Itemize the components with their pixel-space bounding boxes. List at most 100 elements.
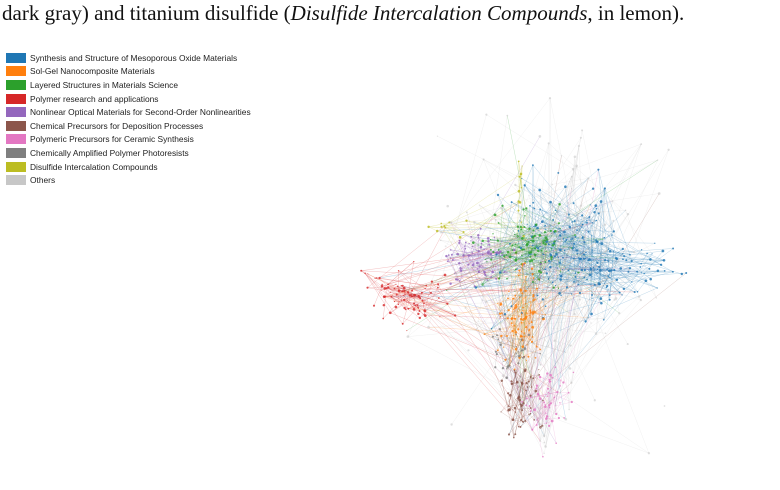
legend-item-deposition: Chemical Precursors for Deposition Proce…	[6, 119, 266, 133]
network-edge	[511, 356, 525, 384]
network-edge	[514, 325, 517, 350]
network-edge	[501, 249, 523, 254]
network-edge	[437, 136, 484, 160]
network-edge	[545, 269, 623, 296]
network-node	[544, 404, 546, 406]
network-edge	[517, 395, 531, 399]
network-node	[596, 273, 598, 275]
network-node	[580, 204, 583, 207]
network-node	[539, 416, 542, 419]
network-edge	[485, 254, 507, 260]
network-node	[547, 387, 550, 390]
network-edge	[564, 250, 592, 315]
network-edge	[501, 208, 521, 319]
network-edge	[546, 238, 604, 252]
network-edge	[571, 273, 593, 295]
network-edge	[367, 287, 382, 291]
network-edge	[509, 293, 523, 366]
network-edge	[502, 249, 580, 376]
network-node	[626, 343, 629, 346]
network-edge	[544, 137, 582, 302]
network-node	[473, 285, 476, 288]
network-edge	[525, 276, 528, 345]
network-edge	[583, 258, 620, 293]
network-edge	[513, 137, 582, 241]
network-edge	[554, 231, 579, 285]
network-edge	[516, 306, 532, 323]
network-edge	[387, 284, 404, 296]
network-edge	[408, 277, 546, 309]
network-node	[535, 246, 538, 249]
network-edge	[571, 176, 585, 257]
network-edge	[466, 220, 527, 399]
network-edge	[548, 397, 555, 426]
network-edge	[568, 214, 591, 268]
network-node	[555, 442, 557, 444]
network-edge	[552, 178, 589, 185]
network-edge	[577, 220, 587, 285]
network-edge	[560, 235, 598, 242]
network-edge	[537, 227, 602, 304]
network-node	[544, 243, 547, 246]
network-node	[430, 291, 432, 294]
network-edge	[513, 419, 524, 423]
network-node	[546, 372, 549, 375]
network-edge	[515, 204, 591, 261]
network-edge	[496, 254, 562, 296]
network-edge	[529, 260, 610, 373]
network-node	[599, 297, 603, 300]
network-edge	[514, 269, 586, 331]
network-edge	[511, 369, 526, 385]
network-node	[516, 268, 518, 270]
network-node	[483, 271, 485, 273]
network-edge	[530, 377, 532, 388]
network-edge	[508, 403, 524, 435]
network-node	[551, 183, 553, 186]
network-edge	[522, 386, 528, 411]
network-node	[559, 248, 562, 252]
network-node	[382, 303, 386, 307]
network-edge	[460, 248, 466, 269]
network-node	[501, 257, 503, 259]
network-node	[560, 235, 562, 237]
network-node	[559, 282, 561, 284]
network-node	[575, 249, 579, 252]
network-node	[506, 254, 508, 256]
network-edge	[573, 169, 578, 215]
network-edge	[402, 246, 540, 292]
network-edge	[555, 392, 558, 406]
network-edge	[513, 268, 533, 299]
network-edge	[599, 188, 606, 285]
network-edge	[498, 240, 532, 251]
legend-swatch	[6, 147, 26, 158]
network-node	[558, 291, 561, 295]
network-node	[528, 227, 531, 231]
network-node	[619, 267, 623, 270]
network-edge	[428, 114, 487, 328]
legend-label: Chemically Amplified Polymer Photoresist…	[30, 147, 189, 158]
network-edge	[534, 318, 605, 363]
network-node	[603, 223, 607, 226]
network-edge	[561, 276, 620, 293]
network-edge	[514, 241, 566, 331]
network-node	[503, 313, 507, 316]
network-edge	[411, 227, 446, 291]
network-edge	[520, 243, 541, 418]
network-edge	[408, 245, 533, 309]
network-edge	[518, 155, 562, 398]
network-edge	[512, 414, 530, 420]
network-node	[506, 114, 509, 117]
network-edge	[571, 267, 594, 383]
network-node	[505, 334, 508, 338]
network-edge	[542, 204, 560, 241]
network-edge	[413, 303, 456, 316]
network-edge	[515, 372, 519, 399]
network-node	[542, 395, 544, 397]
network-edge	[503, 375, 566, 420]
network-edge	[548, 244, 579, 285]
legend-item-others: Others	[6, 173, 266, 187]
network-edge	[515, 334, 522, 351]
network-edge	[465, 242, 483, 255]
network-edge	[529, 149, 669, 373]
network-edge	[526, 245, 532, 253]
